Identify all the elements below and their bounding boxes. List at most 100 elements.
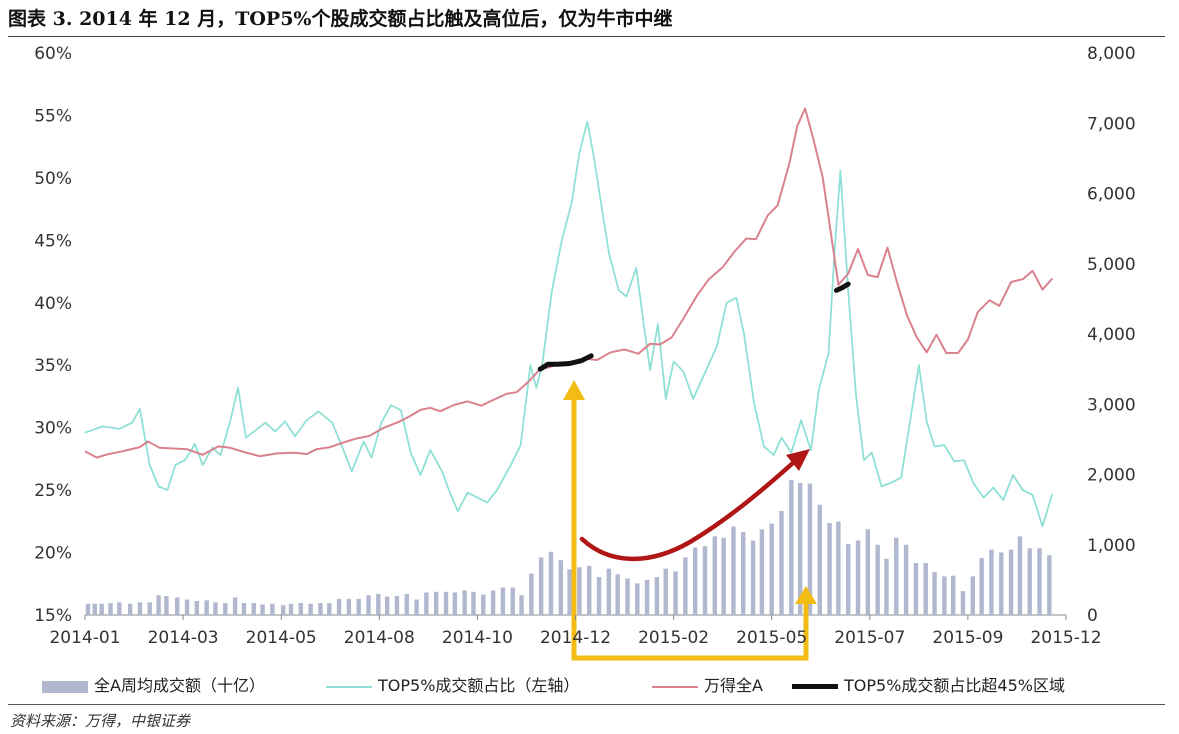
- volume-bar: [797, 482, 803, 615]
- volume-bar: [156, 595, 161, 615]
- highlight-segment: [833, 281, 851, 293]
- legend-item-winda: 万得全A: [652, 672, 763, 696]
- volume-bar: [175, 597, 180, 615]
- right-tick-label: 5,000: [1087, 255, 1136, 275]
- volume-bar: [932, 572, 937, 615]
- title-rule: [8, 36, 1165, 37]
- left-tick-label: 40%: [34, 294, 72, 314]
- volume-bar: [942, 576, 947, 615]
- volume-bar: [251, 603, 256, 615]
- volume-bar: [280, 605, 286, 615]
- volume-bar: [510, 587, 515, 615]
- volume-bar: [318, 603, 323, 615]
- x-tick-label: 2014-12: [540, 628, 611, 648]
- volume-bar: [673, 571, 678, 615]
- right-tick-label: 2,000: [1087, 466, 1136, 486]
- red-arrow-head: [786, 449, 810, 471]
- volume-bar: [606, 568, 612, 615]
- legend-item-top5: TOP5%成交额占比（左轴）: [326, 672, 579, 696]
- volume-bar: [999, 552, 1004, 615]
- volume-bar: [490, 590, 496, 615]
- volume-bar: [875, 544, 880, 615]
- volume-bar: [712, 536, 718, 615]
- volume-bar: [1027, 548, 1032, 615]
- volume-bar: [644, 579, 650, 615]
- legend-item-bars: 全A周均成交额（十亿）: [42, 672, 265, 696]
- volume-bar: [625, 578, 630, 615]
- right-tick-label: 6,000: [1087, 185, 1136, 205]
- right-axis: 8,000 7,000 6,000 5,000 4,000 3,000 2,000 1,000…: [1087, 44, 1136, 626]
- volume-bar: [587, 565, 592, 615]
- volume-bars: [85, 480, 1052, 615]
- left-tick-label: 60%: [34, 44, 72, 64]
- volume-bar: [884, 558, 889, 615]
- volume-bar: [443, 591, 449, 615]
- volume-bar: [529, 573, 534, 615]
- volume-bar: [92, 603, 98, 615]
- volume-bar: [404, 593, 409, 615]
- volume-bar: [923, 563, 928, 615]
- volume-bar: [558, 560, 563, 615]
- left-tick-label: 45%: [34, 231, 72, 251]
- volume-bar: [635, 583, 640, 615]
- volume-bar: [807, 483, 813, 615]
- highlight-segment: [537, 353, 594, 372]
- volume-bar: [894, 537, 899, 615]
- x-tick-label: 2015-09: [932, 628, 1003, 648]
- yellow-arrow-up-head: [563, 380, 585, 400]
- volume-bar: [903, 544, 909, 615]
- volume-bar: [471, 591, 476, 615]
- right-tick-label: 7,000: [1087, 114, 1136, 134]
- volume-bar: [327, 603, 332, 615]
- legend-swatch-bars: [42, 680, 88, 693]
- right-tick-label: 0: [1087, 606, 1098, 626]
- volume-bar: [731, 526, 736, 615]
- volume-bar: [654, 577, 660, 615]
- legend-swatch-top5: [326, 685, 372, 688]
- volume-bar: [213, 602, 218, 615]
- legend-label: 全A周均成交额（十亿）: [94, 676, 265, 695]
- volume-bar: [989, 549, 994, 615]
- volume-bar: [692, 547, 698, 615]
- x-tick-label: 2015-07: [834, 628, 905, 648]
- source-note: 资料来源：万得，中银证券: [10, 712, 191, 730]
- chart-title: 图表 3. 2014 年 12 月，TOP5%个股成交额占比触及高位后，仅为牛市…: [8, 8, 673, 30]
- left-axis: 60% 55% 50% 45% 40% 35% 30% 25% 20% 15%: [34, 44, 72, 626]
- volume-bar: [741, 532, 746, 615]
- volume-bar: [433, 591, 439, 615]
- volume-bar: [836, 521, 841, 615]
- x-tick-label: 2014-10: [442, 628, 513, 648]
- volume-bar: [232, 597, 238, 615]
- volume-bar: [683, 557, 688, 615]
- volume-bar: [979, 558, 984, 615]
- x-tick-label: 2015-05: [736, 628, 807, 648]
- volume-bar: [260, 604, 265, 615]
- volume-bar: [865, 529, 871, 615]
- volume-bar: [750, 540, 756, 615]
- volume-bar: [270, 603, 275, 615]
- volume-bar: [577, 567, 582, 615]
- x-axis: 2014-01 2014-03 2014-05 2014-08 2014-10 2014-…: [49, 615, 1102, 648]
- x-tick-label: 2014-05: [246, 628, 317, 648]
- volume-bar: [366, 595, 371, 615]
- volume-bar: [298, 603, 304, 615]
- annotation-arrows: [563, 380, 817, 661]
- volume-bar: [663, 568, 668, 615]
- volume-bar: [779, 511, 784, 615]
- volume-bar: [538, 557, 544, 615]
- legend-label: 万得全A: [704, 676, 763, 695]
- wind-all-a-line: [84, 107, 1054, 459]
- volume-bar: [827, 522, 832, 615]
- volume-bar: [99, 603, 104, 615]
- volume-bar: [164, 596, 169, 615]
- left-tick-label: 35%: [34, 356, 72, 376]
- legend-item-highlight: TOP5%成交额占比超45%区域: [792, 672, 1065, 696]
- x-tick-label: 2014-01: [49, 628, 120, 648]
- volume-bar: [855, 540, 861, 615]
- volume-bar: [702, 546, 708, 615]
- volume-bar: [1008, 549, 1014, 615]
- volume-bar: [1037, 548, 1042, 615]
- volume-bar: [223, 603, 228, 615]
- volume-bar: [85, 603, 91, 615]
